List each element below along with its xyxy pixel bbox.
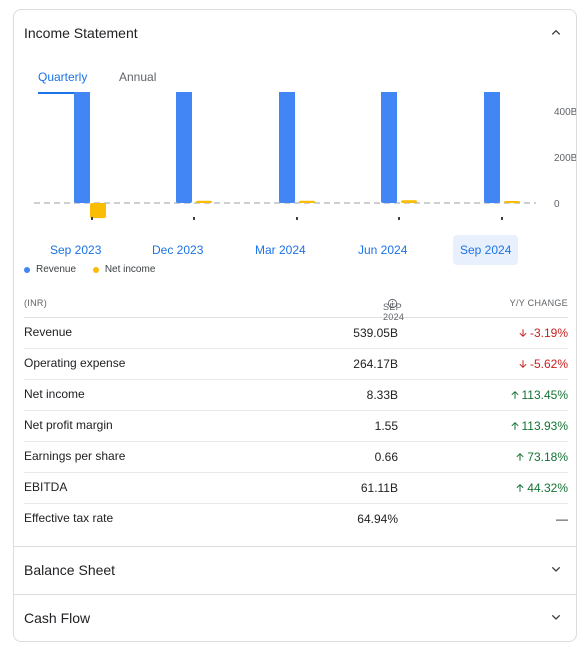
col-currency: (INR) [24,298,47,308]
row-change: 73.18% [515,450,568,464]
legend-revenue-label: Revenue [36,264,77,275]
row-change: 44.32% [515,481,568,495]
net-income-bar[interactable] [196,200,212,203]
row-change-value: 113.45% [521,388,568,402]
chevron-up-icon[interactable] [548,24,564,40]
cash-flow-header[interactable]: Cash Flow [14,595,576,641]
x-tick-mark [501,217,503,220]
row-value: 264.17B [353,357,398,371]
x-tick-mark [296,217,298,220]
cash-flow-title: Cash Flow [24,610,91,626]
period-selector: Sep 2023 Dec 2023 Mar 2024 Jun 2024 Sep … [14,235,576,267]
row-label: Net income [24,387,85,401]
period-dec-2023[interactable]: Dec 2023 [152,243,204,257]
row-value: 539.05B [353,326,398,340]
divider [14,594,576,595]
x-tick-mark [193,217,195,220]
row-value: 0.66 [374,450,398,464]
tab-quarterly[interactable]: Quarterly [38,70,88,94]
table-row: Effective tax rate 64.94% — [24,504,568,535]
row-label: Effective tax rate [24,511,114,525]
legend-net-income: Net income [92,264,156,275]
arrow-up-icon [511,422,518,430]
row-label: Net profit margin [24,418,113,432]
net-income-bar[interactable] [299,200,315,203]
legend-revenue: Revenue [24,264,76,275]
row-change-value: 44.32% [527,481,568,495]
table-row: Net income 8.33B 113.45% [24,380,568,411]
chart-legend: Revenue Net income [24,264,169,276]
arrow-up-icon [516,484,524,492]
row-change-value: 113.93% [521,419,568,433]
row-value: 64.94% [357,512,398,526]
table-header: (INR) SEP 2024 Y/Y CHANGE [24,294,568,322]
revenue-bar[interactable] [484,92,500,203]
arrow-up-icon [511,391,518,399]
period-sep-2024[interactable]: Sep 2024 [453,235,519,265]
y-tick-label: 200B [554,153,577,164]
table-row: EBITDA 61.11B 44.32% [24,473,568,504]
income-statement-title: Income Statement [24,25,138,41]
net-income-bar[interactable] [504,201,520,203]
table-row: Revenue 539.05B -3.19% [24,318,568,349]
period-sep-2023[interactable]: Sep 2023 [50,243,102,257]
row-change-value: — [556,512,568,526]
row-label: Earnings per share [24,449,126,463]
row-change-value: -3.19% [529,326,568,340]
table-row: Operating expense 264.17B -5.62% [24,349,568,380]
row-value: 1.55 [374,419,398,433]
arrow-down-icon [519,360,527,368]
row-label: EBITDA [24,480,68,494]
income-statement-header[interactable]: Income Statement [14,10,576,56]
row-value: 8.33B [366,388,398,402]
revenue-bar[interactable] [381,92,397,203]
balance-sheet-header[interactable]: Balance Sheet [14,547,576,593]
revenue-dot-icon [24,266,30,273]
row-label: Operating expense [24,356,126,370]
revenue-bar[interactable] [279,92,295,203]
net-income-bar[interactable] [90,203,106,219]
period-jun-2024[interactable]: Jun 2024 [358,243,408,257]
net-income-dot-icon [92,266,99,273]
legend-net-income-label: Net income [104,264,156,275]
col-change: Y/Y CHANGE [509,298,568,308]
financials-card: Income Statement Quarterly Annual 400B 20… [13,9,577,642]
income-bar-chart: 400B 200B 0 [34,92,577,220]
col-period-label: SEP 2024 [383,302,405,322]
income-chart: 400B 200B 0 [24,92,576,224]
arrow-up-icon [516,453,524,461]
balance-sheet-title: Balance Sheet [24,562,116,578]
divider [14,546,576,547]
income-table: (INR) SEP 2024 Y/Y CHANGE Revenue 539.05B… [24,294,568,535]
row-change: -5.62% [518,357,568,371]
net-income-bar[interactable] [401,200,417,203]
row-label: Revenue [24,325,73,339]
row-change: 113.45% [510,388,568,402]
table-body: Revenue 539.05B -3.19% Operating expense 264… [24,318,568,535]
table-row: Earnings per share 0.66 73.18% [24,442,568,473]
row-change: — [556,512,568,526]
chevron-down-icon[interactable] [548,609,564,625]
revenue-bar[interactable] [74,92,90,203]
x-tick-mark [398,217,400,220]
col-period: SEP 2024 [383,298,404,322]
tab-annual[interactable]: Annual [119,70,157,84]
arrow-down-icon [519,329,527,337]
table-row: Net profit margin 1.55 113.93% [24,411,568,442]
row-change: -3.19% [518,326,568,340]
row-change-value: 73.18% [527,450,568,464]
revenue-bar[interactable] [176,92,192,203]
row-change: 113.93% [510,419,568,433]
y-tick-label: 0 [554,199,560,210]
row-change-value: -5.62% [529,357,568,371]
y-tick-label: 400B [554,107,577,118]
info-icon[interactable] [387,298,398,309]
chevron-down-icon[interactable] [548,561,564,577]
row-value: 61.11B [360,481,398,495]
x-tick-mark [91,217,93,220]
period-mar-2024[interactable]: Mar 2024 [255,243,306,257]
